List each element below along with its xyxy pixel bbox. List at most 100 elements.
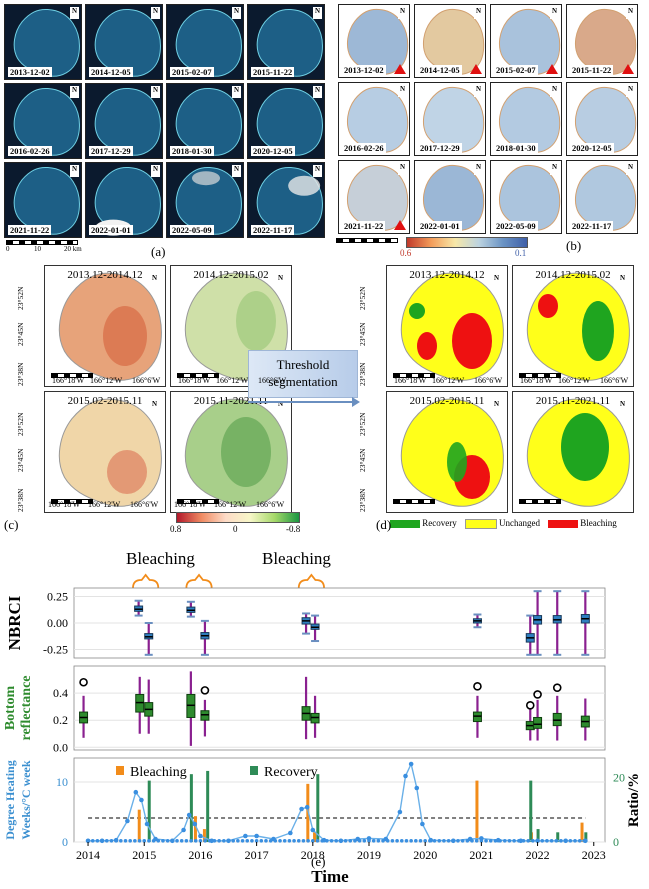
panel-a-scale-0: 0 [6, 245, 10, 253]
panel-b-date-label: 2015-02-07 [494, 65, 538, 75]
bleaching-brace [185, 573, 213, 589]
lon-label: 166°6'W [600, 376, 629, 385]
dhw-point [563, 839, 568, 843]
bleaching-ratio-bar [313, 832, 317, 842]
dhw-point [151, 839, 156, 843]
dhw-point [90, 839, 95, 843]
north-arrow-icon: N [398, 163, 407, 175]
x-tick-label: 2014 [76, 848, 100, 862]
panel-b-tile: N 2016-02-26 [338, 82, 410, 156]
dhw-point [395, 839, 399, 843]
panel-d-map: N 2013.12-2014.12 [386, 265, 508, 387]
x-tick-label: 2021 [469, 848, 493, 862]
lat-label: 23°52N [358, 412, 367, 436]
dhw-point [357, 839, 362, 843]
north-arrow-icon: N [313, 86, 322, 98]
dhw-point [133, 789, 139, 795]
dhw-point [240, 839, 245, 843]
dhw-point [142, 839, 147, 843]
recovery-ratio-bar [316, 774, 320, 842]
lon-label: 166°18'W [520, 376, 553, 385]
bleaching-ratio-bar [475, 780, 479, 842]
panel-b-date-label: 2020-12-05 [570, 143, 614, 153]
recovery-ratio-bar [556, 832, 560, 842]
nbrci-ylabel: NBRCI [5, 595, 24, 650]
panel-b-date-label: 2018-01-30 [494, 143, 538, 153]
bottom-outlier [552, 683, 562, 692]
lon-label: 166°18'W [178, 376, 211, 385]
north-arrow-icon: N [618, 400, 627, 412]
dhw-point [498, 839, 502, 843]
dhw-point [311, 839, 315, 843]
dhw-point [568, 839, 573, 843]
dhw-point [339, 839, 343, 843]
legend-bleaching-swatch [116, 766, 124, 775]
bottom-box [533, 716, 543, 729]
dhw-point [315, 839, 320, 843]
dhw-point [390, 839, 395, 843]
dhw-point [296, 839, 301, 843]
dhw-point [456, 839, 460, 843]
dhw-point [268, 839, 273, 843]
bleaching-triangle-icon [622, 64, 634, 74]
panel-d-map: N 2014.12-2015.02 [512, 265, 634, 387]
panel-d-caption: (d) [376, 517, 392, 532]
legend-recovery-swatch [250, 766, 258, 775]
north-arrow-icon: N [150, 400, 159, 412]
map-scalebar [393, 499, 435, 504]
dhw-point [156, 839, 161, 843]
dhw-point [371, 839, 376, 843]
dhw-point [181, 827, 186, 833]
panel-a-tile: N 2022-01-01 [85, 162, 163, 238]
recovery-ratio-bar [536, 829, 540, 842]
panel-e-chart: Bleaching Bleaching0.250.00-0.25NBRCI0.40… [3, 549, 642, 886]
x-tick-label: 2017 [245, 848, 269, 862]
dhw-point [531, 839, 535, 843]
panel-a-date-label: 2021-11-22 [8, 225, 52, 235]
lon-label: 166°12'W [432, 376, 465, 385]
dhw-point [133, 839, 137, 843]
dhw-point [299, 806, 304, 812]
lon-label: 166°12'W [88, 500, 121, 509]
dhw-point [521, 839, 526, 843]
dhw-point [184, 839, 189, 843]
x-tick-label: 2018 [301, 848, 325, 862]
dhw-point [198, 833, 203, 839]
recovery-ratio-bar [206, 770, 210, 842]
recovery-ratio-bar [529, 780, 533, 842]
panel-a-date-label: 2022-01-01 [89, 225, 133, 235]
panel-c-colorbar-left: 0.8 [170, 524, 182, 534]
dhw-point [423, 839, 427, 843]
panel-b-date-label: 2016-02-26 [342, 143, 386, 153]
north-arrow-icon: N [70, 165, 79, 177]
bleaching-annotation: Bleaching [262, 549, 331, 568]
dhw-point [217, 839, 221, 843]
legend-bleaching-label: Bleaching [130, 765, 187, 780]
panel-b-date-label: 2013-12-02 [342, 65, 386, 75]
dhw-point [559, 839, 563, 843]
north-arrow-icon: N [398, 7, 407, 19]
panel-d-legend: Recovery Unchanged Bleaching [390, 518, 617, 529]
dhw-point [385, 839, 390, 843]
panel-c-map-title: 2013.12-2014.12 [67, 269, 143, 281]
panel-d-map-title: 2014.12-2015.02 [535, 269, 611, 281]
dhw-point [376, 839, 381, 843]
nbrci-tick: 0.00 [47, 616, 68, 630]
north-arrow-icon: N [313, 7, 322, 19]
panel-b-tile: N 2014-12-05 [414, 4, 486, 78]
panel-b-tile: N 2017-12-29 [414, 82, 486, 156]
lon-label: 166°12'W [558, 376, 591, 385]
bleaching-triangle-icon [546, 64, 558, 74]
north-arrow-icon: N [550, 85, 559, 97]
bleaching-ratio-bar [202, 829, 206, 842]
panel-a-date-label: 2016-02-26 [8, 146, 52, 156]
panel-c-map: N 2013.12-2014.12 [44, 265, 166, 387]
bleaching-annotation: Bleaching [126, 549, 195, 568]
north-arrow-icon: N [70, 7, 79, 19]
map-scalebar [519, 499, 561, 504]
dhw-point [404, 839, 409, 843]
dhw-point [189, 839, 193, 843]
lat-label: 23°38N [358, 362, 367, 386]
north-arrow-icon: N [474, 7, 483, 19]
dhw-point [446, 839, 451, 843]
